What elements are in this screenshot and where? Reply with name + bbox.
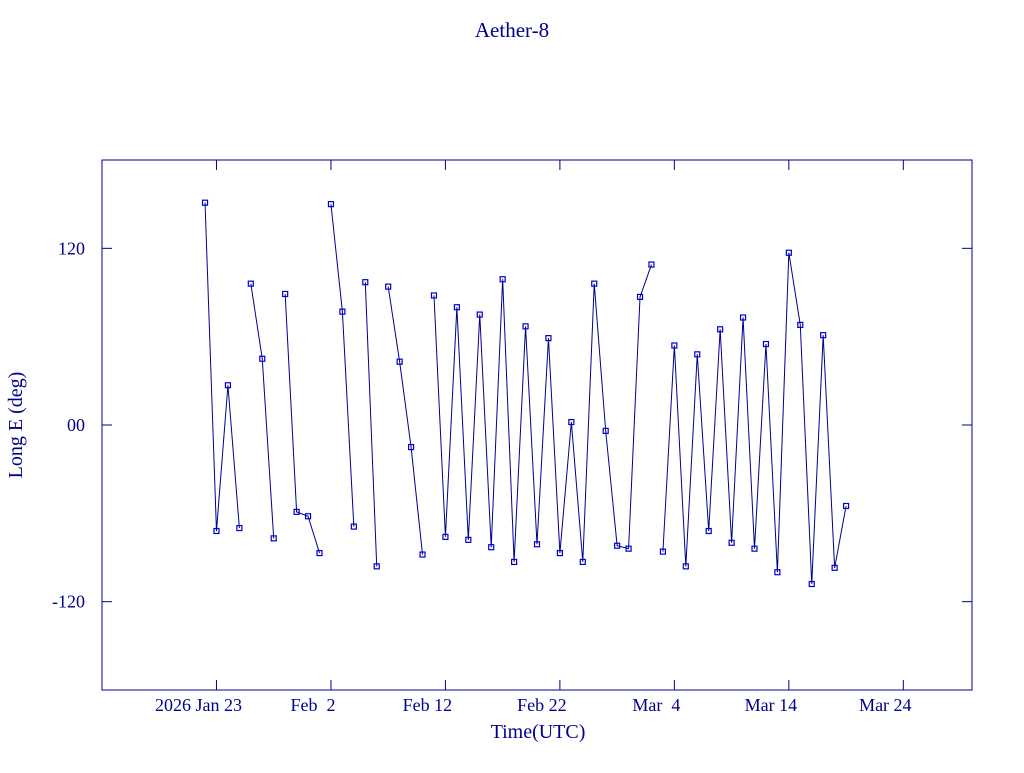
data-point [842, 502, 850, 510]
x-tick-label: 2026 Jan 23 [155, 695, 242, 715]
y-tick-label: -120 [52, 592, 85, 612]
data-point [797, 321, 804, 328]
x-tick-label: Feb 22 [517, 695, 567, 715]
data-point [282, 290, 289, 298]
data-point [602, 427, 609, 434]
data-point [293, 508, 300, 515]
data-point [831, 564, 838, 571]
data-line [662, 252, 847, 585]
data-line [204, 202, 240, 532]
data-line [330, 204, 355, 527]
data-point [545, 335, 552, 342]
data-point [808, 580, 815, 588]
data-point [556, 549, 563, 557]
data-point [659, 548, 667, 555]
data-point [465, 536, 472, 543]
data-point [717, 326, 724, 333]
x-tick-label: Mar 24 [859, 695, 912, 715]
data-point [247, 280, 254, 287]
data-point [270, 535, 277, 542]
data-point [201, 199, 209, 206]
data-point [316, 549, 323, 557]
data-point [511, 558, 518, 566]
data-point [533, 541, 541, 548]
data-point [362, 279, 369, 286]
data-point [591, 280, 598, 287]
data-point [820, 332, 827, 339]
data-line [364, 282, 378, 567]
data-point [350, 523, 357, 530]
data-point [236, 524, 243, 532]
data-point [476, 311, 483, 318]
data-point [259, 355, 266, 362]
x-tick-label: Mar 4 [632, 695, 680, 715]
data-point [224, 382, 232, 389]
data-point [430, 292, 438, 299]
data-point [762, 340, 770, 348]
chart-title: Aether-8 [475, 18, 549, 42]
data-point [568, 418, 575, 426]
data-point [488, 544, 495, 551]
data-point [304, 513, 312, 520]
data-point [327, 201, 335, 208]
data-point [705, 527, 712, 535]
data-point [385, 283, 392, 290]
data-point [774, 569, 781, 576]
data-point [579, 558, 586, 566]
data-point [373, 563, 380, 570]
data-point [682, 563, 689, 570]
x-tick-label: Feb 12 [403, 695, 453, 715]
data-line [250, 283, 275, 539]
data-point [671, 342, 678, 349]
data-point [522, 323, 529, 330]
y-axis-label: Long E (deg) [5, 372, 27, 479]
plot-frame [101, 159, 973, 691]
x-tick-label: Mar 14 [745, 695, 798, 715]
y-tick-label: 120 [58, 238, 85, 258]
data-line [433, 264, 652, 562]
data-point [396, 358, 403, 365]
x-axis-label: Time(UTC) [491, 721, 586, 743]
data-point [339, 308, 346, 315]
data-point [739, 314, 747, 321]
x-tick-label: Feb 2 [290, 695, 335, 715]
data-point [728, 539, 735, 546]
data-point [625, 545, 632, 552]
y-tick-label: 00 [67, 415, 85, 435]
data-point [442, 533, 449, 540]
data-point [614, 542, 621, 549]
data-point [648, 261, 655, 268]
data-point [453, 304, 460, 311]
data-point [785, 249, 792, 256]
data-point [213, 527, 220, 535]
data-line [284, 293, 320, 554]
data-point [407, 443, 415, 451]
data-line [387, 286, 424, 555]
data-point [499, 276, 506, 283]
data-point [419, 551, 426, 558]
data-point [694, 351, 701, 358]
data-point [751, 545, 758, 552]
data-point [636, 293, 644, 301]
